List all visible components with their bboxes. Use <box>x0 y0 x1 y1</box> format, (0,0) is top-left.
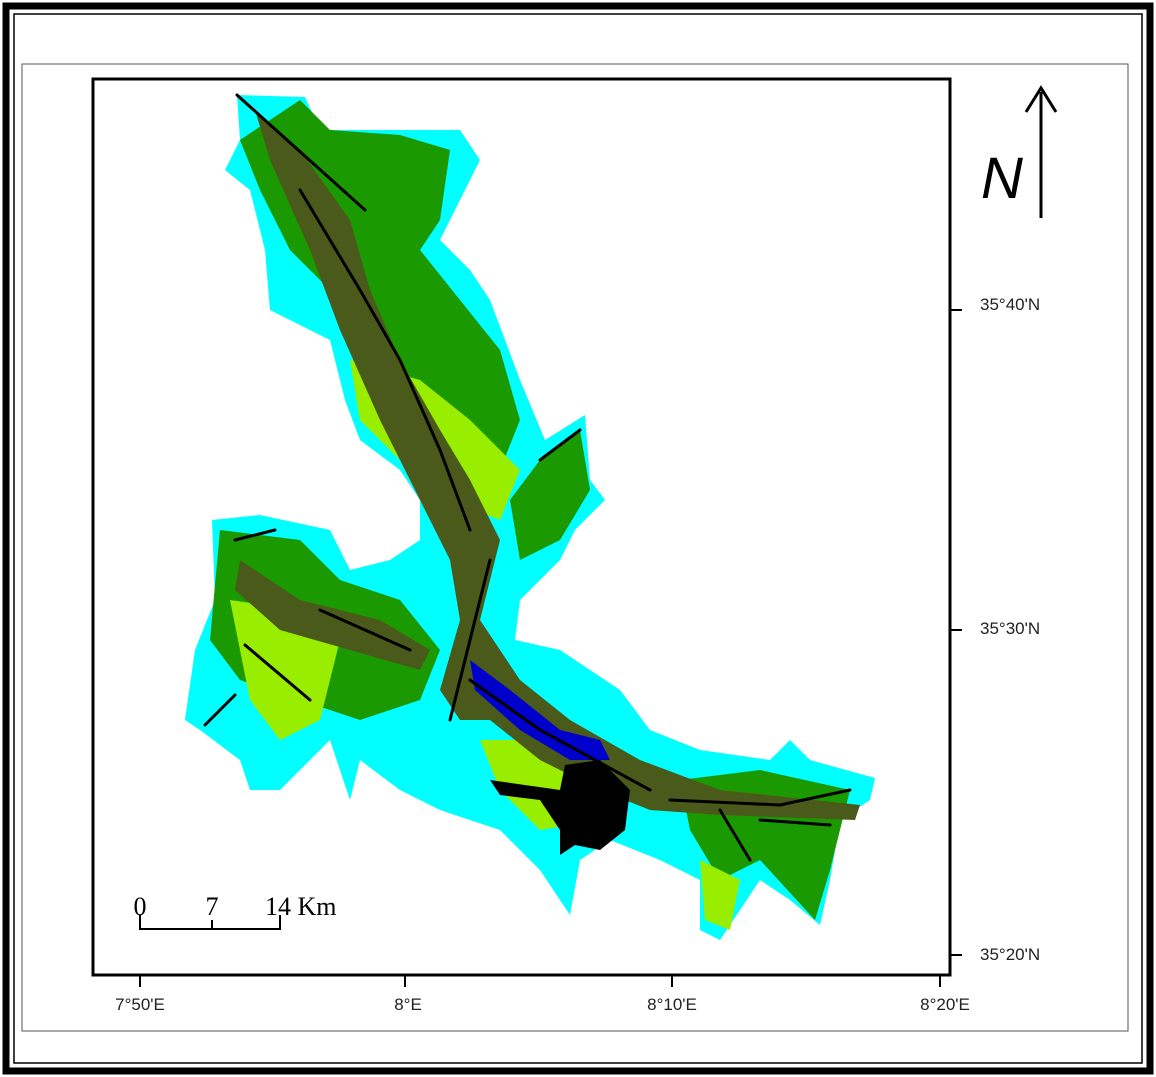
scale-label: 7 <box>206 892 219 921</box>
longitude-label: 8°E <box>394 995 422 1014</box>
scale-label: 14 Km <box>265 892 337 921</box>
longitude-label: 7°50'E <box>115 995 165 1014</box>
north-label: N <box>981 146 1023 211</box>
scale-label: 0 <box>134 892 147 921</box>
longitude-label: 8°20'E <box>920 995 970 1014</box>
longitude-label: 8°10'E <box>647 995 697 1014</box>
latitude-label: 35°20'N <box>980 945 1040 964</box>
latitude-label: 35°30'N <box>980 619 1040 638</box>
latitude-label: 35°40'N <box>980 295 1040 314</box>
map-figure: N 35°40'N 35°30'N 35°20'N 7°50'E 8°E 8°1… <box>0 0 1156 1077</box>
